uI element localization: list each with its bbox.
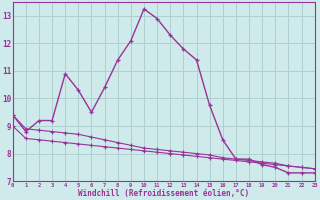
X-axis label: Windchill (Refroidissement éolien,°C): Windchill (Refroidissement éolien,°C) <box>78 189 249 198</box>
